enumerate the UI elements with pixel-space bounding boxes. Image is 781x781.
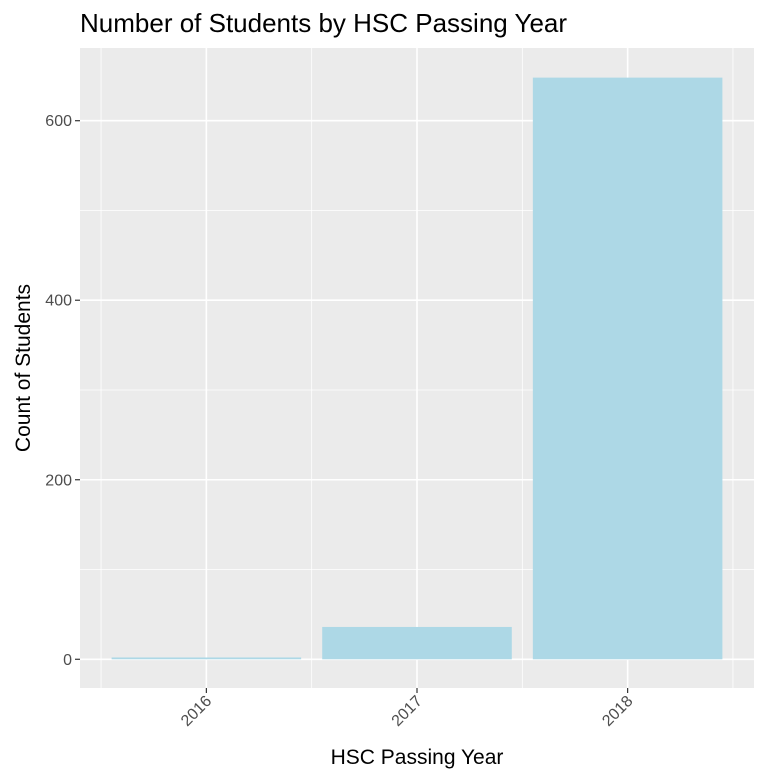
y-tick-label: 0 (63, 652, 72, 669)
x-axis-title: HSC Passing Year (331, 746, 504, 769)
y-axis: 0 200 400 600 (45, 113, 80, 669)
bar-2018 (532, 77, 723, 660)
x-axis: 2016 2017 2018 (178, 688, 637, 730)
bars (111, 77, 723, 660)
y-tick-label: 600 (45, 113, 72, 130)
y-tick-label: 400 (45, 293, 72, 310)
x-tick-label: 2017 (389, 693, 426, 730)
y-tick-label: 200 (45, 472, 72, 489)
bar-2016 (111, 657, 302, 660)
chart-title: Number of Students by HSC Passing Year (80, 8, 567, 38)
x-tick-label: 2018 (599, 693, 636, 730)
x-tick-label: 2016 (178, 693, 215, 730)
bar-2017 (322, 626, 512, 660)
y-axis-title: Count of Students (12, 284, 35, 452)
